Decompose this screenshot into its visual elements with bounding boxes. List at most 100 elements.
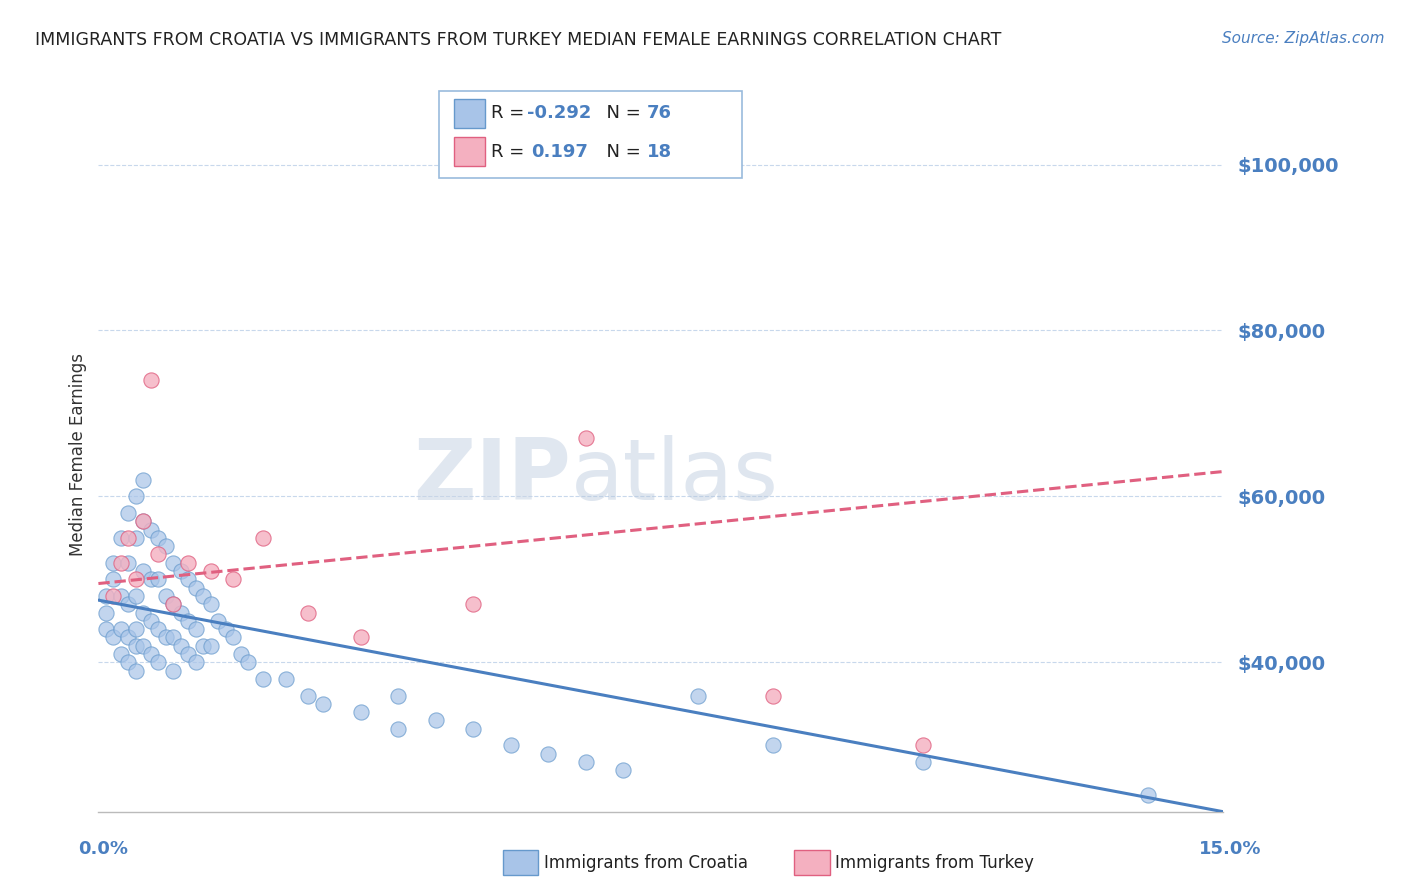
Point: [94, 589, 117, 603]
Point: [184, 622, 207, 636]
Text: N =: N =: [595, 143, 647, 161]
Text: IMMIGRANTS FROM CROATIA VS IMMIGRANTS FROM TURKEY MEDIAN FEMALE EARNINGS CORRELA: IMMIGRANTS FROM CROATIA VS IMMIGRANTS FR…: [35, 31, 1001, 49]
Point: [139, 523, 162, 537]
Point: [148, 573, 170, 587]
Point: [94, 622, 117, 636]
Point: [148, 656, 170, 670]
Point: [110, 647, 132, 661]
Point: [463, 722, 485, 736]
Point: [238, 656, 260, 670]
Point: [688, 689, 710, 703]
Text: R =: R =: [491, 143, 536, 161]
Point: [125, 531, 148, 545]
Point: [575, 431, 598, 445]
Point: [297, 689, 319, 703]
Point: [117, 556, 139, 570]
Point: [117, 631, 139, 645]
Point: [148, 622, 170, 636]
Point: [170, 639, 193, 653]
Text: 0.0%: 0.0%: [77, 840, 128, 858]
Point: [162, 597, 184, 611]
Text: Immigrants from Croatia: Immigrants from Croatia: [544, 854, 748, 871]
Point: [193, 639, 215, 653]
Point: [215, 622, 238, 636]
Point: [1137, 788, 1160, 802]
Point: [125, 573, 148, 587]
Point: [177, 573, 200, 587]
Point: [193, 589, 215, 603]
Point: [499, 739, 522, 753]
Point: [117, 597, 139, 611]
Point: [912, 755, 935, 769]
Point: [132, 514, 155, 528]
Point: [155, 631, 177, 645]
Point: [200, 564, 222, 578]
Text: 0.197: 0.197: [531, 143, 588, 161]
Point: [387, 689, 409, 703]
Point: [103, 573, 125, 587]
Point: [125, 639, 148, 653]
Point: [229, 647, 252, 661]
Text: Source: ZipAtlas.com: Source: ZipAtlas.com: [1222, 31, 1385, 46]
Point: [103, 556, 125, 570]
Point: [117, 656, 139, 670]
Point: [184, 656, 207, 670]
Text: atlas: atlas: [571, 434, 779, 518]
Text: Immigrants from Turkey: Immigrants from Turkey: [835, 854, 1033, 871]
Point: [148, 548, 170, 562]
Point: [463, 597, 485, 611]
Point: [139, 373, 162, 387]
Text: N =: N =: [595, 104, 647, 122]
Point: [252, 672, 274, 686]
Point: [155, 539, 177, 553]
Point: [222, 573, 245, 587]
Point: [139, 647, 162, 661]
Point: [762, 739, 785, 753]
Point: [170, 606, 193, 620]
Point: [132, 514, 155, 528]
Point: [117, 531, 139, 545]
Point: [162, 664, 184, 678]
Point: [162, 597, 184, 611]
Point: [110, 531, 132, 545]
Point: [110, 589, 132, 603]
Text: 76: 76: [647, 104, 672, 122]
Point: [125, 490, 148, 504]
Point: [184, 581, 207, 595]
Point: [425, 714, 447, 728]
Point: [94, 606, 117, 620]
Point: [170, 564, 193, 578]
Point: [177, 647, 200, 661]
Point: [132, 564, 155, 578]
Point: [103, 631, 125, 645]
Point: [274, 672, 297, 686]
Point: [110, 556, 132, 570]
Point: [125, 664, 148, 678]
Point: [125, 622, 148, 636]
Text: 15.0%: 15.0%: [1199, 840, 1261, 858]
Point: [200, 639, 222, 653]
Point: [387, 722, 409, 736]
Point: [132, 473, 155, 487]
Point: [132, 606, 155, 620]
Point: [103, 589, 125, 603]
Point: [297, 606, 319, 620]
Point: [350, 705, 373, 719]
Point: [912, 739, 935, 753]
Point: [155, 589, 177, 603]
Point: [537, 747, 560, 761]
Point: [110, 622, 132, 636]
Point: [177, 614, 200, 628]
Point: [312, 697, 335, 711]
Point: [162, 631, 184, 645]
Point: [139, 573, 162, 587]
Text: ZIP: ZIP: [413, 434, 571, 518]
Point: [612, 763, 634, 777]
Text: 18: 18: [647, 143, 672, 161]
Point: [117, 506, 139, 520]
Point: [139, 614, 162, 628]
Point: [762, 689, 785, 703]
Text: R =: R =: [491, 104, 530, 122]
Point: [177, 556, 200, 570]
Point: [162, 556, 184, 570]
